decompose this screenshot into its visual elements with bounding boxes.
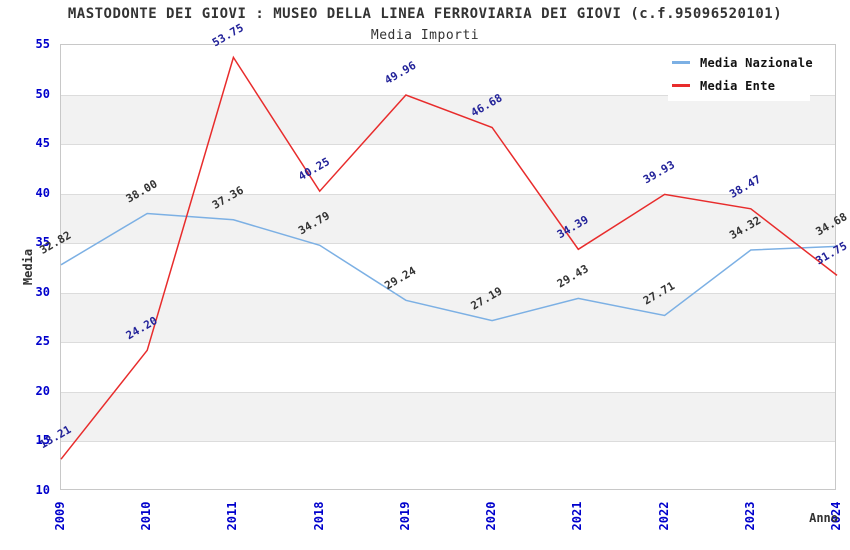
y-tick-label: 40: [35, 185, 50, 200]
x-tick-label: 2010: [139, 501, 154, 531]
legend: Media Nazionale Media Ente: [668, 45, 813, 101]
y-tick-label: 15: [35, 433, 50, 448]
x-tick-label: 2020: [484, 501, 499, 531]
legend-item-media-ente: Media Ente: [668, 74, 810, 97]
x-tick-label: 2009: [53, 501, 67, 531]
gridline: [61, 144, 835, 146]
gridline: [61, 441, 835, 443]
x-tick-label: 2023: [742, 501, 757, 531]
x-tick-label: 2019: [397, 501, 412, 531]
plot-band: [61, 94, 835, 145]
legend-item-media-nazionale: Media Nazionale: [668, 51, 813, 74]
y-axis-title: Media: [21, 248, 35, 286]
x-tick-label: 2011: [225, 501, 240, 531]
legend-label: Media Nazionale: [700, 55, 813, 70]
x-tick-label: 2022: [656, 501, 671, 531]
gridline: [61, 94, 835, 96]
x-tick-label: 2021: [570, 501, 585, 531]
media-nazionale-line: [60, 212, 838, 322]
y-tick-label: 35: [35, 235, 50, 250]
gridline: [61, 292, 835, 294]
legend-line-swatch: [672, 84, 690, 87]
gridline: [61, 193, 835, 195]
gridline: [61, 243, 835, 245]
y-tick-label: 45: [35, 136, 50, 151]
y-tick-label: 10: [35, 483, 50, 497]
plot-area: [60, 44, 838, 490]
gridline: [61, 342, 835, 344]
x-tick-label: 2018: [311, 501, 326, 531]
media-ente-line: [60, 55, 838, 460]
chart-subtitle: Media Importi: [370, 28, 480, 43]
y-tick-label: 25: [35, 334, 50, 349]
y-tick-label: 30: [35, 284, 50, 299]
gridline: [61, 391, 835, 393]
series-lines: [60, 55, 838, 460]
legend-label: Media Ente: [700, 78, 776, 93]
chart-title: MASTODONTE DEI GIOVI : MUSEO DELLA LINEA…: [67, 6, 783, 22]
y-tick-label: 55: [35, 37, 50, 51]
y-tick-label: 50: [35, 86, 50, 101]
plot-band: [61, 292, 835, 343]
y-tick-label: 20: [35, 383, 50, 398]
x-axis-title: Anno: [809, 511, 838, 525]
plot-band: [61, 391, 835, 442]
legend-line-swatch: [672, 61, 690, 64]
